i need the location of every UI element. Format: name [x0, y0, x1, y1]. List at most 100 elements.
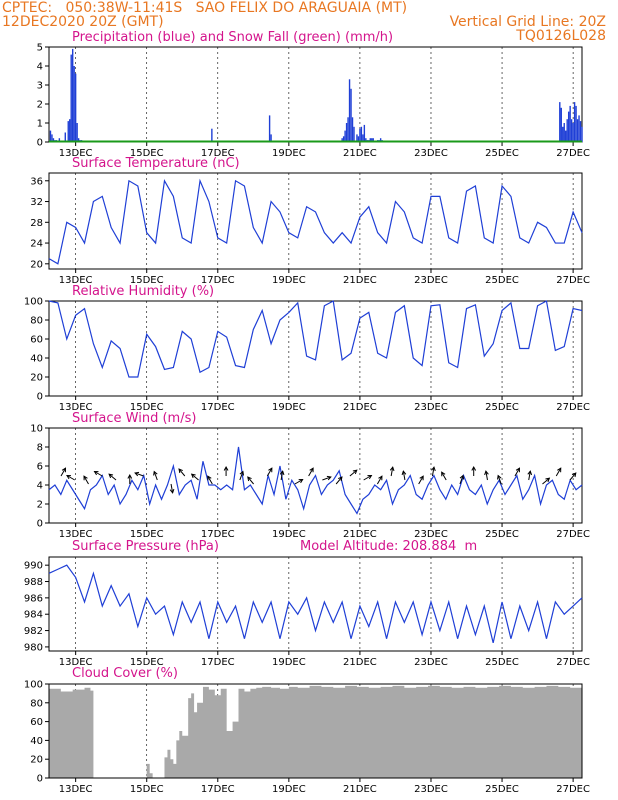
y-tick-label: 60 [30, 335, 43, 346]
wind-arrow-shaft [153, 471, 158, 481]
precip-bar [362, 134, 364, 142]
wind-arrow-head [247, 476, 252, 482]
precip-bar [363, 124, 366, 142]
wind-arrow-head [309, 467, 314, 473]
wind-arrow-shaft [349, 469, 358, 477]
precip-bar [359, 128, 361, 142]
panel-frame [48, 172, 583, 270]
y-tick-label: 988 [24, 577, 43, 588]
x-tick-label: 25DEC [485, 402, 519, 413]
x-tick-label: 21DEC [343, 148, 377, 159]
precip-bar [270, 134, 272, 142]
precip-bar [356, 134, 358, 142]
precip-bar [379, 138, 382, 142]
x-tick-label: 27DEC [556, 529, 590, 540]
x-tick-label: 27DEC [556, 402, 590, 413]
precip-bar [365, 138, 367, 142]
wind-arrow-head [268, 467, 273, 473]
wind-arrow-head [419, 475, 424, 481]
model-id: TQ0126L028 [516, 28, 606, 44]
x-tick-label: 19DEC [272, 275, 306, 286]
precip-bar [77, 138, 80, 142]
wind-arrow-shaft [569, 472, 577, 481]
x-tick-label: 17DEC [201, 529, 235, 540]
wind-arrow-shaft [555, 467, 562, 477]
precip-bar [569, 105, 571, 142]
wind-arrow-shaft [239, 471, 244, 481]
precip-bar [348, 79, 351, 142]
y-tick-label: 0 [37, 519, 43, 530]
y-tick-label: 24 [30, 239, 43, 250]
y-tick-label: 80 [30, 698, 43, 709]
rh-title: Relative Humidity (%) [72, 284, 215, 299]
x-tick-label: 17DEC [201, 148, 235, 159]
precip-bar [347, 117, 349, 142]
precip-bar [565, 130, 567, 142]
wind-arrow-head [127, 473, 133, 479]
pressure-title: Surface Pressure (hPa) [72, 539, 219, 554]
precip-bar [575, 105, 577, 142]
precip-title: Precipitation (blue) and Snow Fall (gree… [72, 30, 394, 45]
precip-bar [562, 126, 564, 142]
precip-bar [64, 132, 66, 142]
wind-arrow-head [66, 474, 71, 480]
precip-bar [371, 138, 373, 142]
precip-bar [581, 126, 583, 142]
precip-bar [360, 126, 363, 142]
y-tick-label: 4 [37, 481, 43, 492]
x-tick-label: 25DEC [485, 784, 519, 795]
panel-frame [48, 556, 583, 652]
wind-arrow-shaft [497, 475, 502, 485]
wind-arrow-head [239, 470, 245, 476]
x-tick-label: 27DEC [556, 784, 590, 795]
x-tick-label: 19DEC [272, 402, 306, 413]
precip-bar [345, 123, 348, 142]
wind-arrow-shaft [83, 475, 89, 485]
wind-arrow-shaft [542, 477, 550, 485]
x-tick-label: 25DEC [485, 275, 519, 286]
vertical-grid-note: Vertical Grid Line: 20Z [449, 14, 606, 30]
cloud-title: Cloud Cover (%) [72, 666, 178, 681]
x-tick-label: 21DEC [343, 402, 377, 413]
wind-arrow-shaft [266, 467, 273, 477]
precip-bar [71, 48, 74, 142]
wind-arrow-shaft [308, 467, 314, 477]
precip-bar [567, 111, 570, 142]
temp-title: Surface Temperature (nC) [72, 156, 240, 171]
precip-bar [74, 73, 77, 142]
precip-bar [341, 138, 343, 142]
wind-arrow-head [367, 474, 373, 480]
cloud-area [49, 685, 582, 778]
precip-bar [353, 126, 355, 142]
wind-arrow-head [401, 470, 407, 476]
x-tick-label: 19DEC [272, 148, 306, 159]
panel-frame [48, 683, 583, 779]
wind-title: Surface Wind (m/s) [72, 411, 197, 426]
x-tick-label: 13DEC [59, 529, 93, 540]
precip-bar [572, 123, 574, 142]
precip-bar [570, 119, 573, 142]
x-tick-label: 23DEC [414, 529, 448, 540]
y-tick-label: 20 [30, 755, 43, 766]
precip-bar [58, 138, 61, 142]
x-tick-label: 23DEC [414, 784, 448, 795]
wind-arrow-head [223, 465, 229, 471]
x-tick-label: 13DEC [59, 657, 93, 668]
wind-arrow-shaft [280, 471, 284, 481]
y-tick-label: 2 [37, 500, 43, 511]
precip-bar [76, 123, 78, 142]
precip-bar [344, 130, 346, 142]
wind-arrow-shaft [322, 476, 332, 481]
wind-arrow-shaft [402, 471, 406, 481]
x-tick-label: 15DEC [130, 657, 164, 668]
wind-arrow-shaft [431, 467, 435, 477]
panel-frame [48, 427, 583, 524]
wind-arrow-head [61, 467, 67, 473]
wind-arrow-head [134, 471, 140, 477]
wind-arrow-shaft [66, 475, 76, 481]
wind-arrow-head [378, 475, 383, 481]
precip-bar [573, 102, 576, 142]
y-tick-label: 36 [30, 176, 43, 187]
wind-arrow-shaft [94, 471, 103, 477]
y-tick-label: 40 [30, 354, 43, 365]
